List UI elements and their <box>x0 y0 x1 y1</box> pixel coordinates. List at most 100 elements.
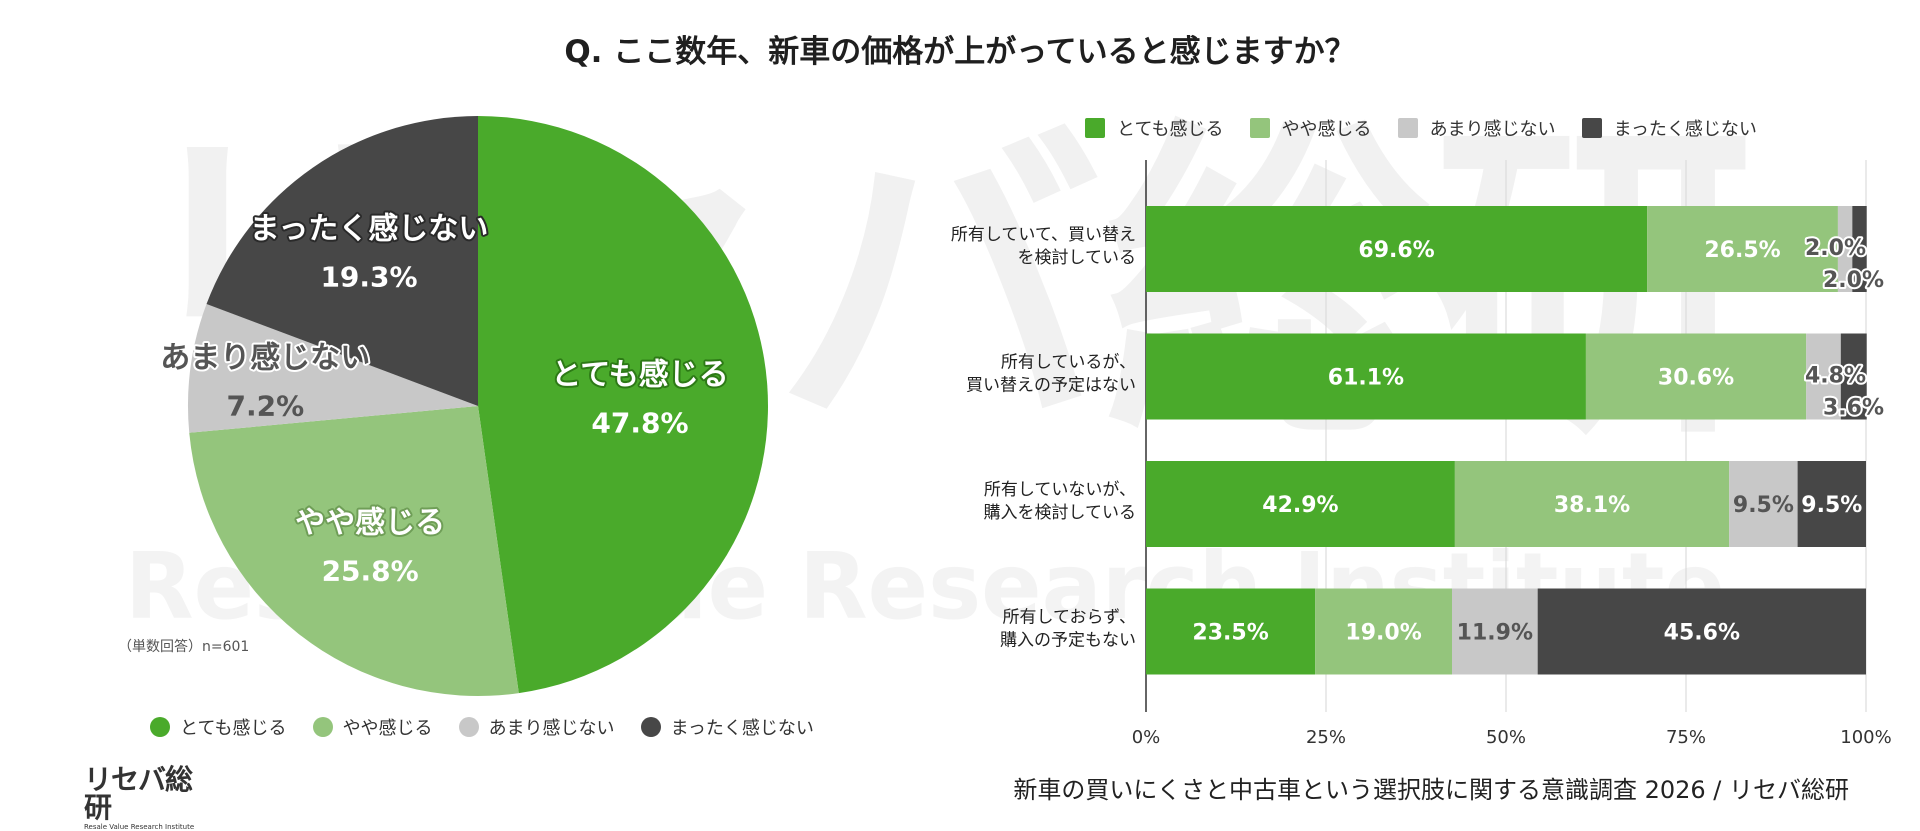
bar-legend-swatch <box>1085 118 1105 138</box>
bar-segment <box>1146 588 1316 675</box>
bar-segment-label: 9.5% <box>1801 493 1862 518</box>
brand-logo-subtext: Resale Value Research Institute <box>84 823 195 831</box>
bar-legend-swatch <box>1397 118 1418 138</box>
bar-legend-label: あまり感じない <box>1429 119 1556 140</box>
brand-logo: リセバ総研 Resale Value Research Institute <box>84 766 206 831</box>
bar-segment-label: 2.0% <box>1805 236 1866 261</box>
bar-row-4: 所有しておらず、購入の予定もない 23.5% 19.0% 11.9% 45.6% <box>1000 588 1866 675</box>
bar-legend-item: とても感じる <box>1085 115 1224 141</box>
pie-legend-item: やや感じる <box>312 714 433 740</box>
bar-segment <box>1852 206 1867 292</box>
bar-segment <box>1315 588 1452 675</box>
pie-legend-label: やや感じる <box>342 718 433 739</box>
bar-category-line: 所有しておらず、 <box>1003 608 1136 628</box>
bar-legend-label: まったく感じない <box>1613 119 1757 140</box>
pie-slice-category-1: とても感じる <box>551 358 729 393</box>
bar-segment <box>1797 461 1866 547</box>
bar-segment <box>1729 461 1798 547</box>
bar-category-label: 所有しているが、買い替えの予定はない <box>966 353 1136 396</box>
bar-segment-label: 38.1% <box>1554 493 1630 518</box>
bar-segment-label: 61.1% <box>1328 366 1404 391</box>
bar-segment-label: 45.6% <box>1664 621 1740 646</box>
pie-slice-4 <box>206 116 479 406</box>
bar-segment <box>1452 588 1538 675</box>
pie-legend-item: まったく感じない <box>640 714 814 740</box>
pie-legend-swatch <box>640 717 661 737</box>
pie-slice-category-4: まったく感じない <box>250 212 489 247</box>
pie-sample-note: （単数回答）n=601 <box>118 639 250 655</box>
x-tick-label: 0% <box>1132 727 1161 748</box>
bar-category-label: 所有していないが、購入を検討している <box>984 480 1137 523</box>
x-tick-label: 50% <box>1486 727 1526 748</box>
pie-slice-label-3: 7.2% <box>226 389 304 422</box>
bar-legend-label: とても感じる <box>1117 119 1224 140</box>
bar-legend: とても感じる やや感じる あまり感じない まったく感じない <box>1085 115 1757 141</box>
pie-legend-label: まったく感じない <box>670 718 814 739</box>
bar-row-3: 所有していないが、購入を検討している 42.9% 38.1% 9.5% 9.5% <box>984 461 1866 547</box>
pie-legend-swatch <box>458 717 479 737</box>
bar-category-line: 所有していて、買い替え <box>951 225 1136 245</box>
bar-category-line: 購入を検討している <box>984 503 1137 523</box>
pie-slice-3 <box>188 304 478 433</box>
bar-legend-item: まったく感じない <box>1581 115 1757 141</box>
bar-segment-label: 3.6% <box>1823 396 1884 421</box>
bar-segment <box>1537 588 1866 675</box>
x-tick-label: 75% <box>1666 727 1706 748</box>
pie-slice-label-1: 47.8% <box>591 407 688 440</box>
pie-legend-label: とても感じる <box>180 718 287 739</box>
pie-legend-label: あまり感じない <box>488 718 615 739</box>
bar-category-line: 買い替えの予定はない <box>966 376 1136 396</box>
bar-segment <box>1146 333 1586 420</box>
bar-legend-item: やや感じる <box>1249 115 1372 141</box>
pie-slice-category-2: やや感じる <box>295 506 445 541</box>
pie-legend-item: あまり感じない <box>458 714 615 740</box>
bar-category-label: 所有しておらず、購入の予定もない <box>1000 608 1136 651</box>
brand-logo-text: リセバ総研 <box>84 763 193 824</box>
bar-category-line: 所有しているが、 <box>1001 353 1136 373</box>
bar-segment <box>1585 333 1807 420</box>
bar-segment <box>1806 333 1841 420</box>
bar-segment-label: 4.8% <box>1805 364 1866 389</box>
bar-row-1: 所有していて、買い替えを検討している 69.6% 26.5% 2.0% 2.0% <box>951 206 1886 295</box>
pie-legend-swatch <box>150 717 170 737</box>
bar-segment <box>1840 333 1867 420</box>
bar-segment-label: 9.5% <box>1733 493 1794 518</box>
x-tick-label: 25% <box>1306 727 1346 748</box>
bar-category-label: 所有していて、買い替えを検討している <box>951 225 1136 268</box>
bar-row-2: 所有しているが、買い替えの予定はない 61.1% 30.6% 4.8% 3.6% <box>966 333 1886 423</box>
pie-chart: とても感じる 47.8% やや感じる 25.8% あまり感じない 7.2% まったく感じない… <box>158 116 769 696</box>
pie-legend-item: とても感じる <box>150 714 287 740</box>
bar-segment-label: 11.9% <box>1457 621 1533 646</box>
bar-segment-label: 42.9% <box>1262 493 1338 518</box>
bar-segment-label: 23.5% <box>1192 621 1268 646</box>
bar-segment <box>1146 461 1455 547</box>
pie-legend: とても感じる やや感じる あまり感じない まったく感じない <box>150 714 814 740</box>
pie-slice-1 <box>478 116 769 694</box>
chart-title: Q. ここ数年、新車の価格が上がっていると感じますか？ <box>564 34 1356 70</box>
pie-slice-label-2: 25.8% <box>322 555 419 588</box>
bar-legend-swatch <box>1249 118 1270 138</box>
bar-segment <box>1837 206 1853 292</box>
pie-slice-2 <box>189 406 519 696</box>
bar-segment <box>1647 206 1838 292</box>
bar-segment <box>1146 206 1648 292</box>
bar-legend-label: やや感じる <box>1281 119 1372 140</box>
pie-legend-swatch <box>312 717 333 737</box>
survey-title: 新車の買いにくさと中古車という選択肢に関する意識調査 2026 / リセバ総研 <box>1013 776 1849 804</box>
bar-category-line: 購入の予定もない <box>1000 631 1136 651</box>
bar-legend-item: あまり感じない <box>1397 115 1556 141</box>
bar-category-line: を検討している <box>1018 248 1137 268</box>
bar-category-line: 所有していないが、 <box>984 480 1136 500</box>
bar-segment <box>1454 461 1730 547</box>
bar-legend-swatch <box>1581 118 1602 138</box>
bar-segment-label: 19.0% <box>1345 621 1421 646</box>
bar-segment-label: 26.5% <box>1704 238 1780 263</box>
pie-slice-category-3: あまり感じない <box>160 340 370 375</box>
pie-slice-label-4: 19.3% <box>320 261 417 294</box>
x-tick-label: 100% <box>1840 727 1891 748</box>
bar-segment-label: 30.6% <box>1658 366 1734 391</box>
bar-segment-label: 2.0% <box>1823 268 1884 293</box>
pie-labels: とても感じる 47.8% やや感じる 25.8% あまり感じない 7.2% まったく感じない… <box>158 210 730 588</box>
bar-segment-label: 69.6% <box>1358 238 1434 263</box>
